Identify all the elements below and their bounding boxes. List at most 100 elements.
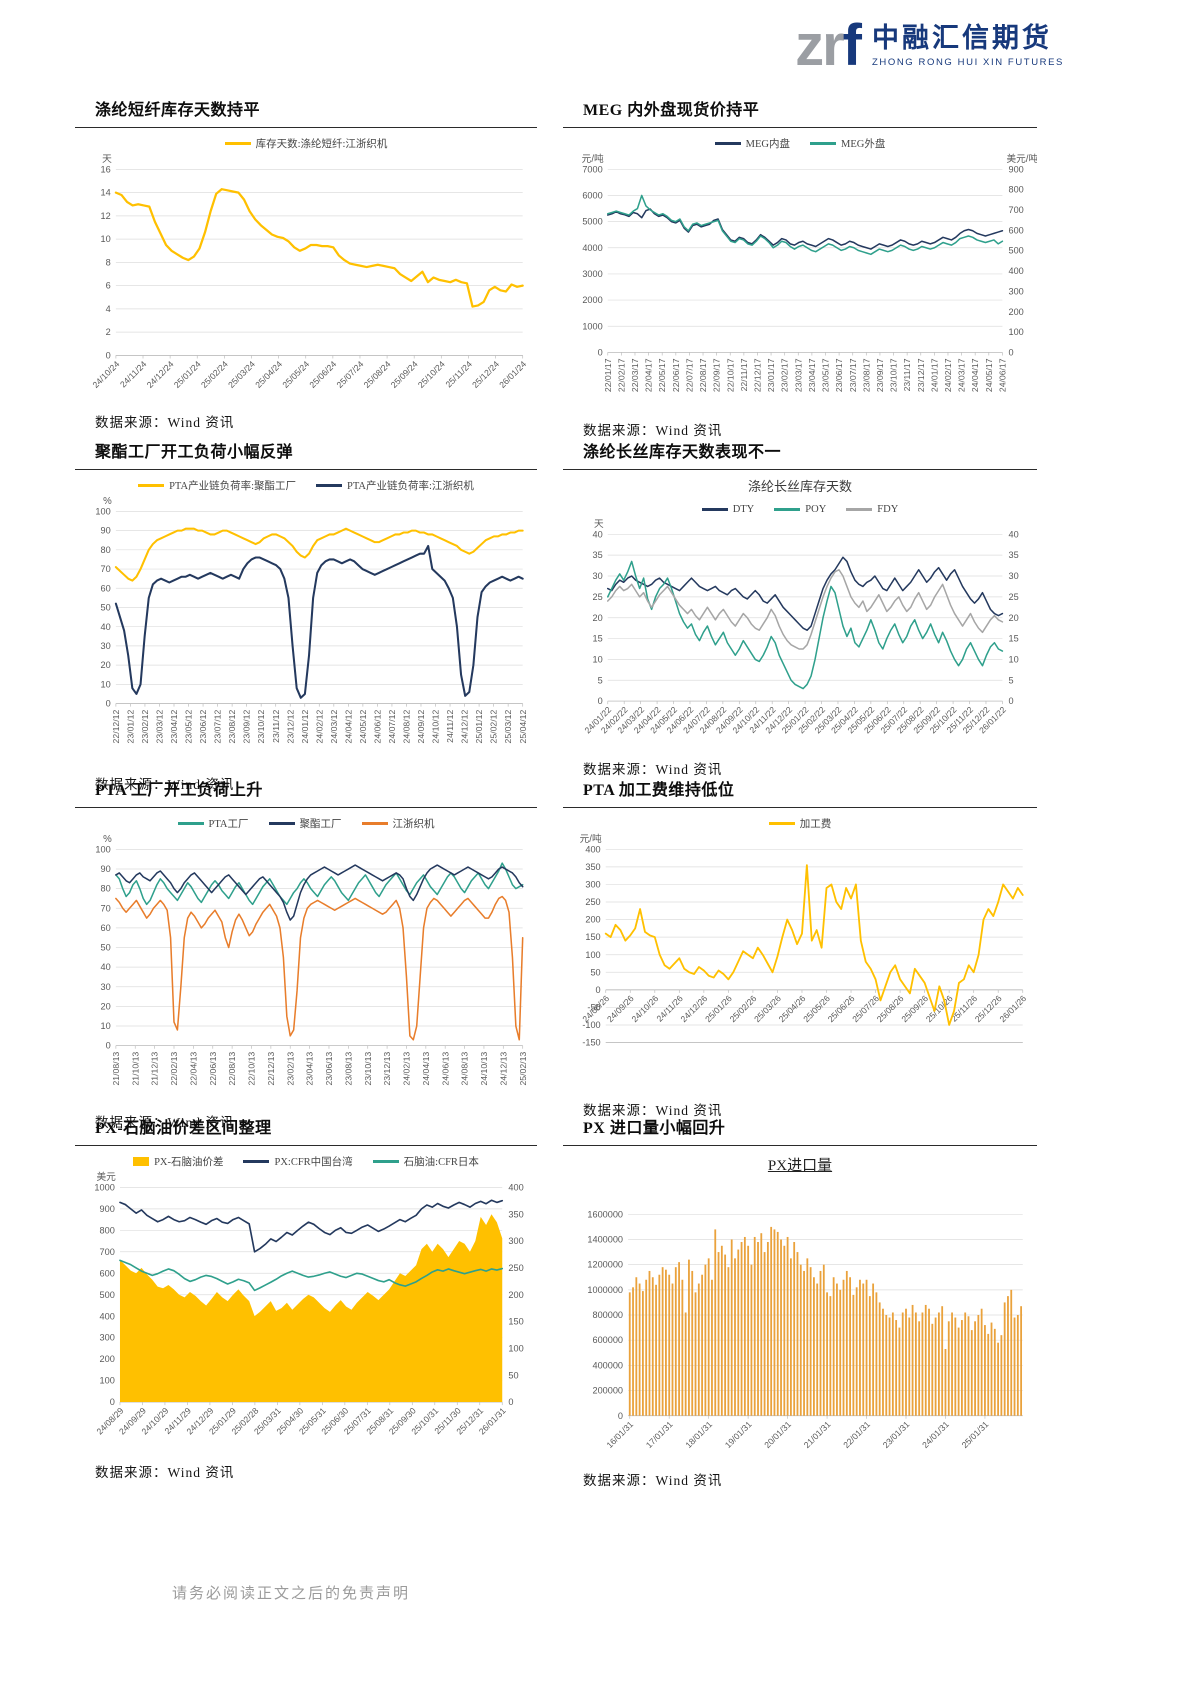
svg-text:12: 12	[101, 211, 111, 221]
svg-text:800: 800	[100, 1225, 115, 1235]
svg-text:24/12/13: 24/12/13	[498, 1052, 508, 1086]
svg-text:150: 150	[508, 1317, 523, 1327]
svg-text:23/09/12: 23/09/12	[242, 710, 252, 744]
legend-label: 聚酯工厂	[299, 819, 342, 830]
panel-title: 涤纶短纤库存天数持平	[95, 102, 261, 119]
svg-text:25/09/24: 25/09/24	[389, 359, 420, 390]
panel-meg-spot-price: MEG 内外盘现货价持平 MEG内盘 MEG外盘 0 1000 2000 3000 400…	[563, 96, 1037, 439]
legend-item: 江浙织机	[361, 816, 435, 831]
svg-text:4: 4	[106, 304, 111, 314]
chart-box: PTA工厂 聚酯工厂 江浙织机 0 10 20 30 40 50 60 70 80 90 100% 21/…	[75, 816, 537, 1109]
chart-px-naphtha-spread: 0 100 200 300 400 500 600 700 800 900 1000 美元 0 50 100…	[75, 1169, 537, 1459]
legend-label: PTA产业链负荷率:聚酯工厂	[169, 481, 296, 492]
svg-text:3000: 3000	[582, 269, 602, 279]
svg-text:23/01/31: 23/01/31	[881, 1419, 912, 1450]
logo-zr-text: zr	[795, 13, 845, 78]
svg-text:23/06/17: 23/06/17	[834, 358, 844, 392]
legend-item: DTY	[701, 504, 754, 515]
logo-zrf-mark: zrf	[795, 17, 862, 75]
legend-label: 加工费	[799, 819, 832, 830]
legend-swatch	[372, 1160, 399, 1163]
logo-company-name-en: ZHONG RONG HUI XIN FUTURES	[871, 56, 1064, 68]
svg-text:5: 5	[598, 675, 603, 685]
svg-text:21/08/13: 21/08/13	[111, 1052, 121, 1086]
svg-text:250: 250	[508, 1263, 523, 1273]
svg-text:22/08/13: 22/08/13	[227, 1052, 237, 1086]
svg-text:200: 200	[508, 1290, 523, 1300]
svg-text:22/03/17: 22/03/17	[630, 358, 640, 392]
panel-title: PTA 加工费维持低位	[583, 782, 735, 799]
svg-text:600: 600	[100, 1268, 115, 1278]
data-source: 数据来源：Wind 资讯	[95, 414, 235, 430]
svg-text:1400000: 1400000	[587, 1235, 623, 1245]
svg-text:25/08/24: 25/08/24	[362, 359, 393, 390]
panel-title: PX-石脑油价差区间整理	[95, 1120, 272, 1137]
svg-text:-150: -150	[582, 1038, 600, 1048]
legend-swatch	[810, 142, 836, 145]
legend-swatch	[774, 508, 801, 511]
chart-inner-title: 涤纶长丝库存天数	[747, 479, 852, 494]
svg-text:24/02/17: 24/02/17	[943, 358, 953, 392]
svg-text:24/04/13: 24/04/13	[421, 1052, 431, 1086]
svg-text:22/12/17: 22/12/17	[753, 358, 763, 392]
svg-text:0: 0	[110, 1397, 115, 1407]
svg-text:24/10/26: 24/10/26	[629, 993, 660, 1024]
chart-legend: PTA工厂 聚酯工厂 江浙织机	[75, 816, 537, 831]
svg-text:150: 150	[585, 932, 600, 942]
svg-text:90: 90	[101, 526, 111, 536]
chart-box: 库存天数:涤纶短纤:江浙织机 0 2 4 6 8 10 12 14 16 天 24/10/24 24/…	[75, 136, 537, 409]
panel-pta-processing-fee: PTA 加工费维持低位 加工费 -150 -100 -50 0 50 100 150 200 2…	[563, 776, 1037, 1119]
svg-text:25/02/13: 25/02/13	[518, 1052, 528, 1086]
svg-text:200: 200	[1009, 307, 1024, 317]
svg-text:30: 30	[101, 641, 111, 651]
legend-swatch	[224, 142, 251, 145]
chart-polyester-operating-rate: 0 10 20 30 40 50 60 70 80 90 100% 22/12/12 23/01/12 2…	[75, 493, 537, 771]
svg-text:26/01/26: 26/01/26	[997, 993, 1028, 1024]
svg-text:30: 30	[1009, 571, 1019, 581]
svg-text:90: 90	[101, 864, 111, 874]
chart-pta-operating-rate: 0 10 20 30 40 50 60 70 80 90 100% 21/08/13 21/10/13 2…	[75, 831, 537, 1109]
svg-text:0: 0	[106, 350, 111, 360]
svg-text:1000: 1000	[94, 1182, 114, 1192]
svg-text:23/09/17: 23/09/17	[875, 358, 885, 392]
legend-label: POY	[805, 504, 827, 515]
svg-text:500: 500	[1009, 246, 1024, 256]
svg-text:23/07/17: 23/07/17	[848, 358, 858, 392]
legend-swatch	[714, 142, 741, 145]
svg-text:5: 5	[1009, 675, 1014, 685]
svg-text:22/02/13: 22/02/13	[169, 1052, 179, 1086]
svg-text:300: 300	[508, 1236, 523, 1246]
svg-text:400: 400	[1009, 266, 1024, 276]
chart-px-import-volume: 0 200000 400000 600000 800000 1000000 1200000 1…	[563, 1196, 1037, 1467]
svg-text:23/11/12: 23/11/12	[271, 710, 281, 743]
svg-text:%: %	[103, 834, 112, 845]
svg-text:60: 60	[101, 923, 111, 933]
svg-text:24/05/12: 24/05/12	[358, 710, 368, 744]
panel-pta-operating-rate: PTA 工厂开工负荷上升 PTA工厂 聚酯工厂 江浙织机 0 10 20 30 40 50 60…	[75, 776, 537, 1131]
svg-text:22/01/17: 22/01/17	[603, 358, 613, 392]
svg-text:100: 100	[585, 950, 600, 960]
svg-text:0: 0	[106, 699, 111, 709]
chart-box: 涤纶长丝库存天数 DTY POY FDY 0 5 10 15 20 25 30 35 40 天 0 5 10…	[563, 476, 1037, 756]
svg-text:25/11/24: 25/11/24	[443, 359, 474, 390]
svg-text:2000: 2000	[582, 295, 602, 305]
svg-text:25/12/24: 25/12/24	[470, 359, 501, 390]
legend-item: MEG内盘	[714, 136, 790, 151]
svg-text:21/10/13: 21/10/13	[130, 1052, 140, 1086]
svg-text:24/06/12: 24/06/12	[372, 710, 382, 744]
svg-text:400: 400	[585, 844, 600, 854]
svg-text:22/06/17: 22/06/17	[671, 358, 681, 392]
svg-text:30: 30	[101, 982, 111, 992]
svg-text:%: %	[103, 496, 112, 507]
svg-text:14: 14	[101, 188, 111, 198]
svg-text:24/02/12: 24/02/12	[314, 710, 324, 744]
svg-text:40: 40	[1009, 529, 1019, 539]
company-logo: zrf 中融汇信期货 ZHONG RONG HUI XIN FUTURES	[795, 17, 1064, 75]
svg-text:6: 6	[106, 281, 111, 291]
svg-text:25/04/24: 25/04/24	[253, 359, 284, 390]
svg-text:23/10/13: 23/10/13	[363, 1052, 373, 1086]
svg-text:60: 60	[101, 583, 111, 593]
svg-text:22/04/17: 22/04/17	[644, 358, 654, 392]
svg-text:80: 80	[101, 884, 111, 894]
title-rule	[75, 807, 537, 808]
